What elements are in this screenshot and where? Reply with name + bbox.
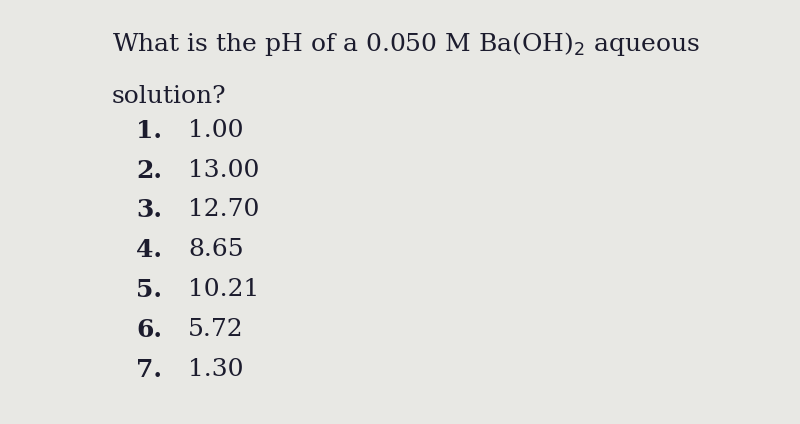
Text: 13.00: 13.00 [188,159,259,181]
Text: 5.72: 5.72 [188,318,244,341]
Text: solution?: solution? [112,85,226,108]
Text: 5.: 5. [136,278,162,302]
Text: 1.: 1. [136,119,162,143]
Text: 1.30: 1.30 [188,358,243,381]
Text: 6.: 6. [136,318,162,342]
Text: 4.: 4. [136,238,162,262]
Text: 2.: 2. [136,159,162,183]
Text: 12.70: 12.70 [188,198,259,221]
Text: 8.65: 8.65 [188,238,244,261]
Text: What is the pH of a 0.050 M Ba(OH)$_2$ aqueous: What is the pH of a 0.050 M Ba(OH)$_2$ a… [112,30,700,58]
Text: 7.: 7. [136,358,162,382]
Text: 1.00: 1.00 [188,119,243,142]
Text: 3.: 3. [136,198,162,223]
Text: 10.21: 10.21 [188,278,259,301]
